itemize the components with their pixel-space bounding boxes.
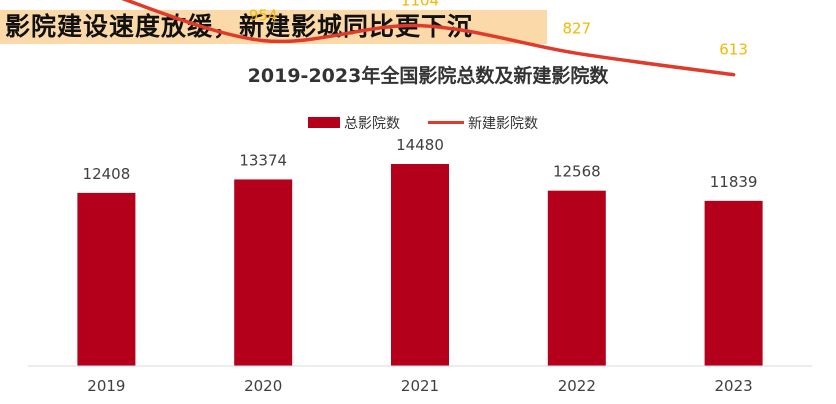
x-tick-2022: 2022 <box>558 377 596 395</box>
legend-line-label: 新建影院数 <box>468 116 538 132</box>
line-value-label-2022: 827 <box>562 19 591 37</box>
bar-2021 <box>391 164 449 366</box>
legend-bar-label: 总影院数 <box>344 116 400 132</box>
bar-value-label-2021: 14480 <box>396 136 444 154</box>
labels-layer: 12408 2019 13374 2020 14480 2021 12568 2022 1183… <box>83 0 758 395</box>
x-tick-2020: 2020 <box>244 377 282 395</box>
chart-title: 2019-2023年全国影院总数及新建影院数 <box>248 64 610 87</box>
bar-value-label-2019: 12408 <box>83 165 131 183</box>
legend: 总影院数 新建影院数 <box>308 116 538 132</box>
bars-layer <box>77 164 763 366</box>
line-value-label-2021: 1104 <box>401 0 439 10</box>
line-value-label-2020: 954 <box>249 7 278 25</box>
bar-value-label-2022: 12568 <box>553 163 601 181</box>
bar-2020 <box>234 179 293 366</box>
x-tick-2021: 2021 <box>401 377 439 395</box>
x-tick-2019: 2019 <box>87 377 125 395</box>
bar-value-label-2023: 11839 <box>710 173 758 191</box>
new-cinemas-line <box>121 0 736 77</box>
legend-bar-swatch <box>308 117 340 128</box>
bar-2023 <box>704 200 763 366</box>
bar-value-label-2020: 13374 <box>239 151 287 169</box>
x-tick-2023: 2023 <box>715 377 753 395</box>
line-value-label-2023: 613 <box>719 41 748 59</box>
bar-2022 <box>547 190 606 366</box>
bar-2019 <box>77 192 136 366</box>
